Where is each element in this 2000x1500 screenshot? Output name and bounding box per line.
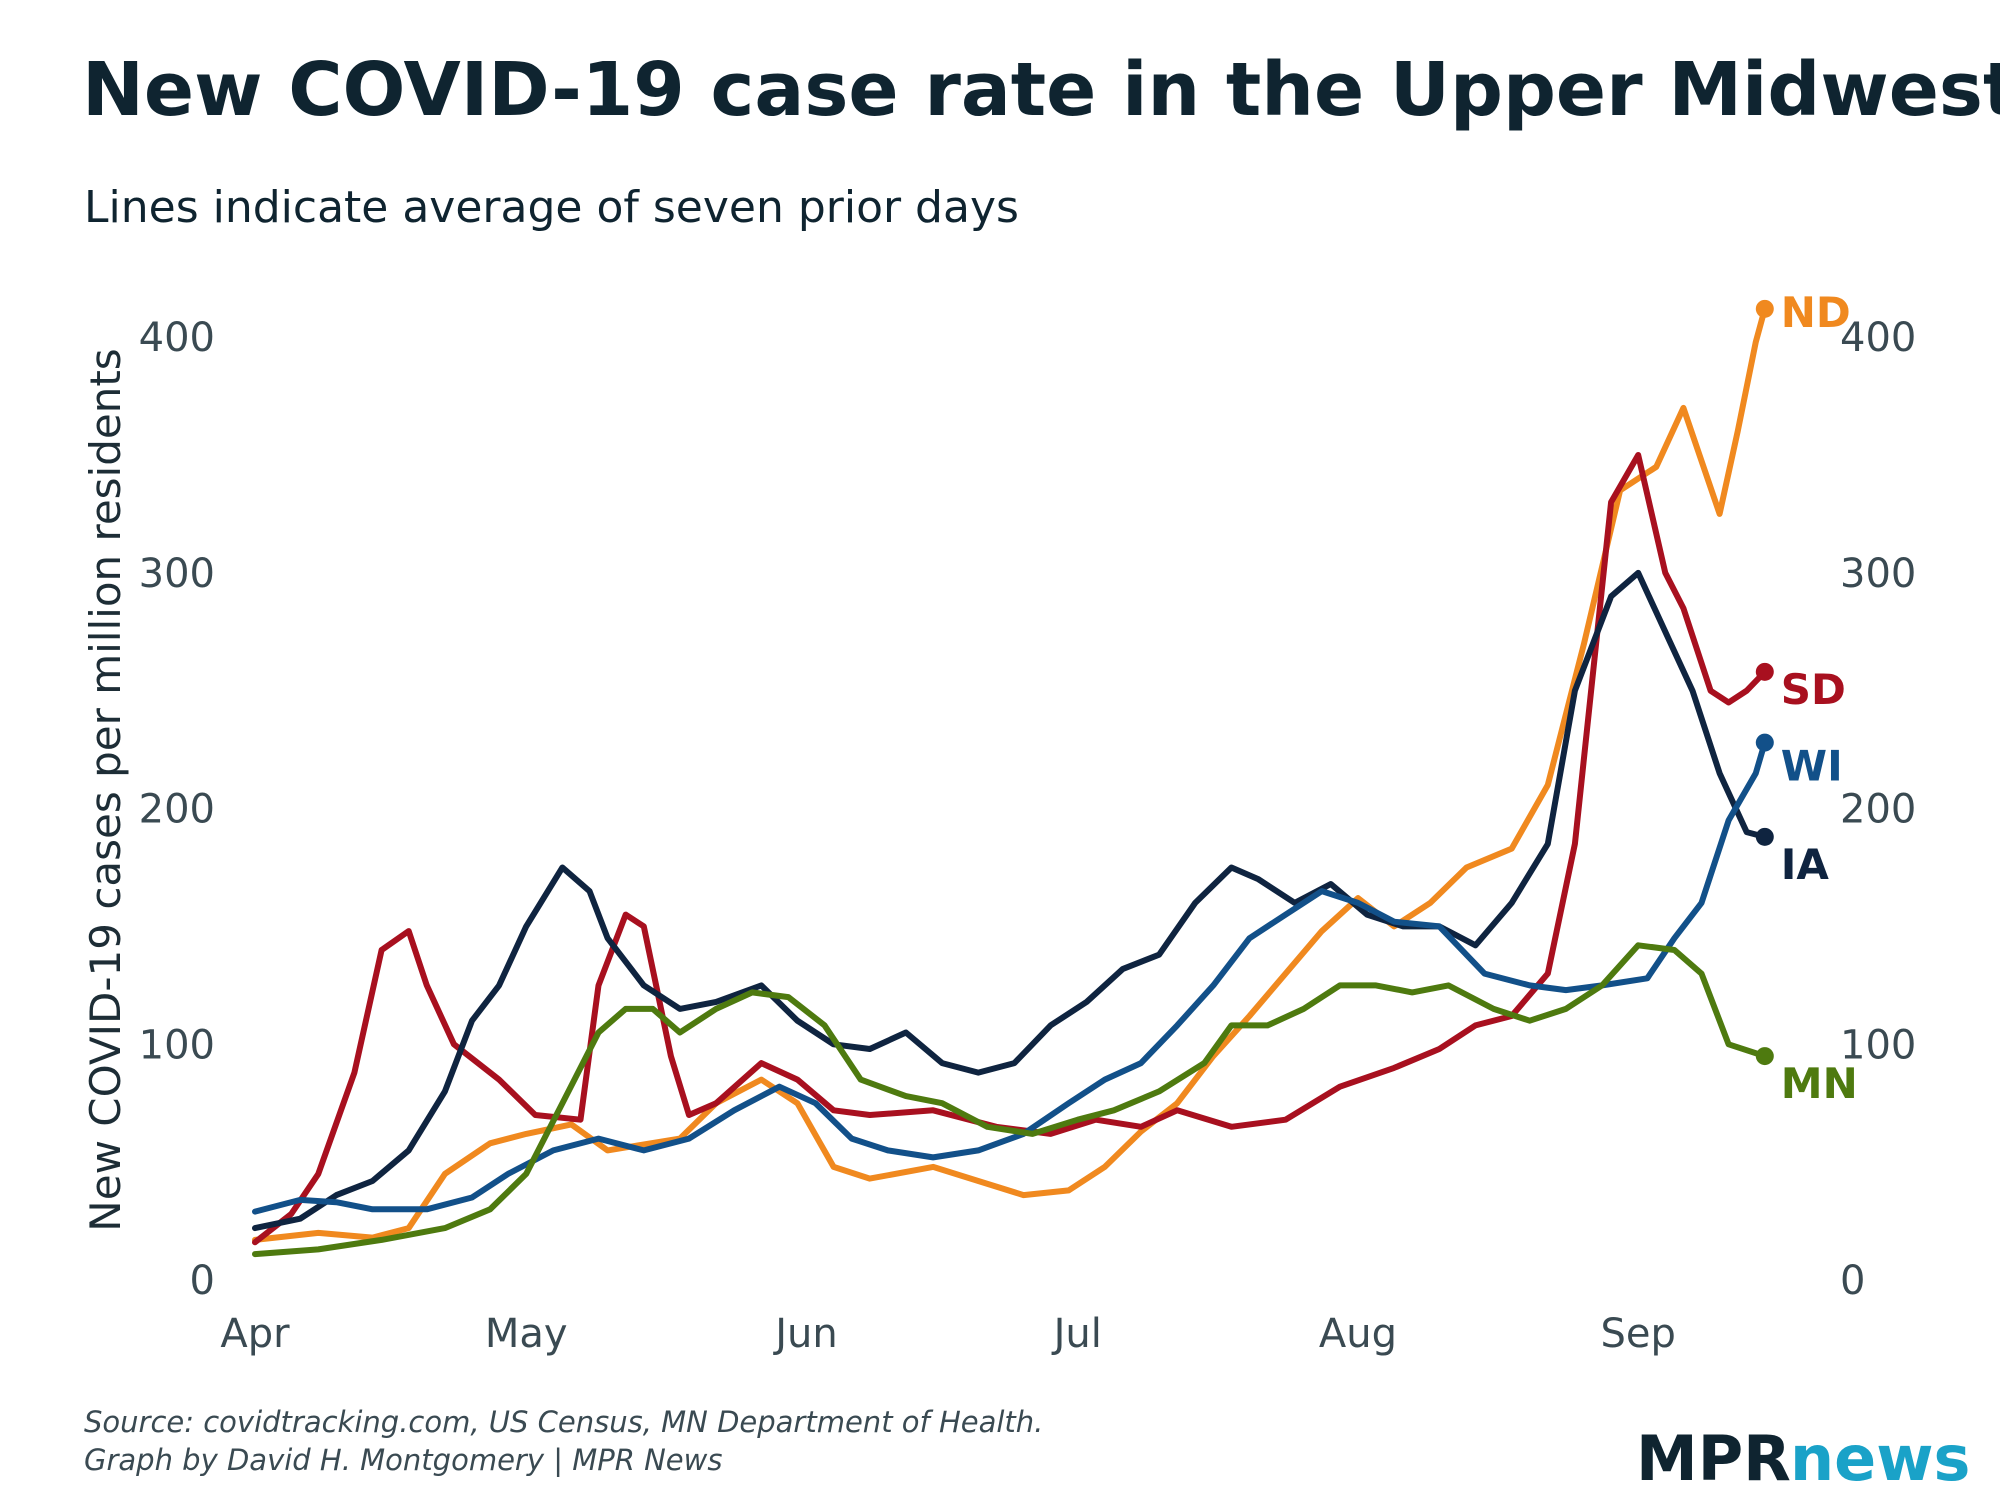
y-ticks-right: 0 100 200 300 400 — [1840, 315, 1916, 1304]
x-tick-label: May — [485, 1311, 568, 1357]
series-line-ia — [252, 569, 1768, 1232]
author-credit: Graph by David H. Montgomery | MPR News — [84, 1443, 722, 1477]
x-tick-label: Jul — [1051, 1311, 1102, 1357]
series-line-wi — [252, 739, 1768, 1215]
x-tick-label: Apr — [220, 1311, 290, 1357]
x-tick-label: Aug — [1319, 1311, 1397, 1357]
chart-title: New COVID-19 case rate in the Upper Midw… — [82, 47, 2000, 133]
x-tick-label: Jun — [772, 1311, 838, 1357]
series-label-nd: ND — [1781, 288, 1851, 337]
series-label-ia: IA — [1781, 840, 1830, 889]
y-ticks-left: 0 100 200 300 400 — [139, 315, 215, 1304]
y-tick-label-left: 100 — [139, 1022, 215, 1068]
series-label-mn: MN — [1781, 1059, 1858, 1108]
y-tick-label-right: 300 — [1840, 551, 1916, 597]
y-tick-label-left: 300 — [139, 551, 215, 597]
y-tick-label-right: 100 — [1840, 1022, 1916, 1068]
x-ticks: Apr May Jun Jul Aug Sep — [220, 1311, 1676, 1357]
series-endpoint-mn — [1755, 1047, 1774, 1066]
series-endpoints — [1755, 299, 1774, 1066]
y-axis-label: New COVID-19 cases per million residents — [81, 348, 130, 1231]
logo-mpr: MPR — [1636, 1422, 1791, 1495]
series-endpoint-ia — [1755, 827, 1774, 846]
y-tick-label-left: 0 — [190, 1258, 215, 1304]
series-line-mn — [252, 942, 1768, 1258]
series-line-sd — [252, 452, 1768, 1246]
series-labels: ND SD IA WI MN — [1781, 288, 1858, 1108]
series-endpoint-sd — [1755, 662, 1774, 681]
x-tick-label: Sep — [1601, 1311, 1676, 1357]
y-tick-label-left: 200 — [139, 787, 215, 833]
series-endpoint-wi — [1755, 733, 1774, 752]
chart-subtitle: Lines indicate average of seven prior da… — [84, 182, 1019, 233]
source-credit: Source: covidtracking.com, US Census, MN… — [84, 1405, 1043, 1439]
series-label-wi: WI — [1781, 742, 1843, 791]
y-tick-label-right: 400 — [1840, 315, 1916, 361]
series-label-sd: SD — [1781, 665, 1846, 714]
series-endpoint-nd — [1755, 299, 1774, 318]
series-lines — [252, 305, 1768, 1258]
series-line-nd — [252, 305, 1768, 1243]
y-tick-label-left: 400 — [139, 315, 215, 361]
logo-news: news — [1790, 1422, 1970, 1495]
mpr-news-logo: MPR news — [1636, 1422, 1970, 1495]
y-tick-label-right: 200 — [1840, 787, 1916, 833]
y-tick-label-right: 0 — [1840, 1258, 1865, 1304]
